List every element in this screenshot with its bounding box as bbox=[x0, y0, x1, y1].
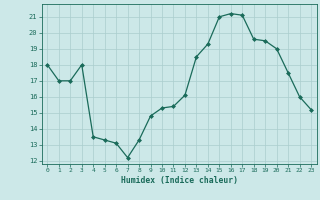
X-axis label: Humidex (Indice chaleur): Humidex (Indice chaleur) bbox=[121, 176, 238, 185]
